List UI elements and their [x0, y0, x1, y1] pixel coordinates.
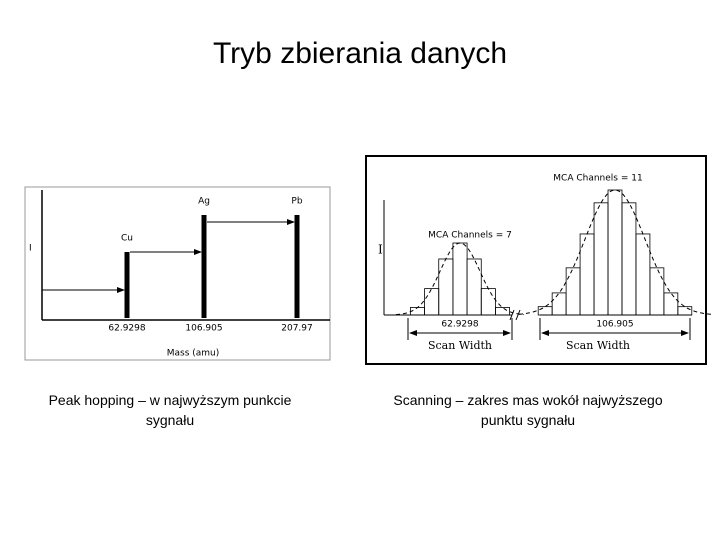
element-label: Cu	[121, 234, 133, 244]
scan-width-label: Scan Width	[566, 339, 630, 352]
slide-title: Tryb zbierania danych	[213, 37, 507, 70]
mass-label: 62.9298	[441, 320, 478, 330]
peak-bar	[124, 252, 130, 318]
channels-label: MCA Channels = 11	[553, 174, 642, 184]
scan-width-label: Scan Width	[428, 339, 492, 352]
channel-bar	[677, 306, 693, 316]
gaussian-curve	[395, 242, 525, 316]
channel-bar	[649, 267, 665, 316]
mass-label: 106.905	[596, 320, 633, 330]
y-label: I	[378, 243, 383, 257]
x-label: Mass (amu)	[167, 349, 220, 359]
peak-hopping-figure: I Mass (amu) Cu 62.9298 Ag 106.905 Pb 207.97	[24, 186, 331, 361]
mass-label: 106.905	[185, 324, 222, 334]
mass-label: 62.9298	[108, 324, 145, 334]
peak-bar	[201, 215, 207, 318]
peak-bar	[294, 215, 300, 318]
channel-bar	[466, 258, 482, 316]
channel-bar	[495, 307, 510, 316]
caption: Peak hopping – w najwyższym punkcie sygn…	[48, 392, 292, 428]
element-label: Ag	[198, 197, 210, 207]
channel-bar	[663, 292, 679, 316]
scanning-figure: I MCA Channels = 7 62.9298 Scan Width MCA C…	[365, 155, 712, 365]
y-label: I	[29, 244, 32, 254]
mass-label: 207.97	[281, 324, 313, 334]
caption: Scanning – zakres mas wokół najwyższego …	[393, 392, 663, 428]
element-label: Pb	[291, 197, 302, 207]
channels-label: MCA Channels = 7	[428, 231, 512, 241]
